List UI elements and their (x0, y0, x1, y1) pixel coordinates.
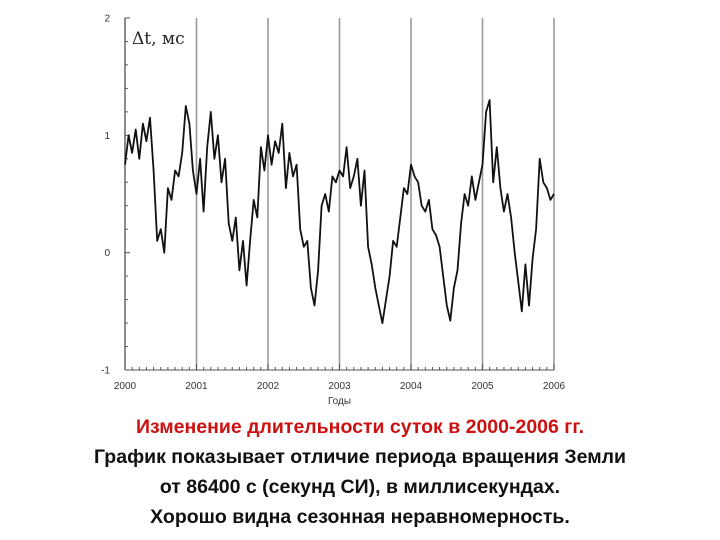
delta-t-chart: -1 0 1 2 2000 2001 2002 2003 2004 2005 2006 Δt, м… (101, 14, 566, 408)
y-axis-ticks: -1 0 1 2 (101, 14, 130, 377)
x-tick-label: 2005 (471, 381, 494, 392)
x-tick-label: 2001 (185, 381, 208, 392)
x-tick-label: 2002 (257, 381, 280, 392)
x-tick-label: 2000 (114, 381, 137, 392)
y-tick-label: 2 (104, 14, 110, 25)
y-tick-label: 1 (104, 131, 110, 142)
x-tick-label: 2006 (543, 381, 566, 392)
y-unit-label: Δt, мс (132, 29, 185, 49)
x-axis-label: Годы (328, 396, 351, 407)
caption-line-2: График показывает отличие периода вращен… (94, 446, 626, 468)
x-axis-ticks: 2000 2001 2002 2003 2004 2005 2006 (114, 364, 566, 392)
vertical-gridlines (124, 18, 555, 370)
x-tick-label: 2004 (400, 381, 423, 392)
y-tick-label: -1 (101, 366, 110, 377)
y-tick-label: 0 (104, 248, 110, 259)
caption-title: Изменение длительности суток в 2000-2006… (136, 416, 584, 438)
caption: Изменение длительности суток в 2000-2006… (0, 412, 720, 532)
series-line-delta-t (124, 99, 555, 324)
caption-line-3: от 86400 с (секунд СИ), в миллисекундах. (159, 476, 561, 498)
caption-line-4: Хорошо видна сезонная неравномерность. (150, 506, 570, 528)
x-tick-label: 2003 (328, 381, 351, 392)
